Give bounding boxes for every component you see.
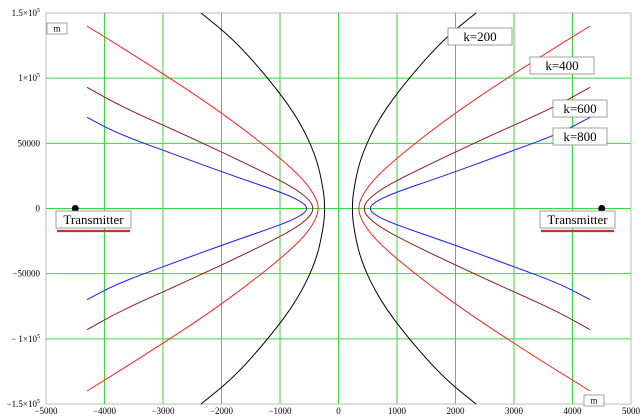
x-unit-label: m <box>590 396 597 406</box>
x-tick-label: 3000 <box>505 406 524 416</box>
y-tick-label: − 1×105 <box>11 334 40 344</box>
tick-labels: −5000 −4000 −3000 −2000 −1000 0 1000 2000 3000 40… <box>7 8 641 416</box>
curve-k200-right <box>351 12 477 405</box>
curve-k400-left <box>86 25 319 392</box>
x-unit-box <box>583 394 605 407</box>
curve-k800-right <box>369 116 591 301</box>
curve-k600-left <box>86 86 314 331</box>
curve-k200-left <box>200 12 326 405</box>
y-tick-label: 1.5×105 <box>12 8 40 18</box>
curve-k400-right <box>358 25 591 392</box>
x-tick-label: 5000 <box>622 406 641 416</box>
legend-k400: k=400 <box>529 56 595 75</box>
label-k600: k=600 <box>563 101 596 116</box>
curve-k800-left <box>86 116 308 301</box>
label-k200: k=200 <box>463 29 496 44</box>
x-tick-label: 1000 <box>388 406 407 416</box>
x-tick-label: −3000 <box>151 406 175 416</box>
curve-k600-right <box>363 86 591 331</box>
x-tick-label: −5000 <box>34 406 58 416</box>
transmitter-left-dot <box>71 205 79 212</box>
legend-k600: k=600 <box>552 99 608 118</box>
x-tick-label: 4000 <box>564 406 583 416</box>
label-k400: k=400 <box>545 58 578 73</box>
y-unit-label: m <box>53 24 60 34</box>
label-k800: k=800 <box>563 129 596 144</box>
legend-k800: k=800 <box>552 127 608 146</box>
x-tick-label: −2000 <box>210 406 234 416</box>
y-tick-label: −50000 <box>12 269 40 279</box>
y-tick-label: 50000 <box>18 138 41 148</box>
transmitter-left-label: Transmitter <box>63 212 124 227</box>
transmitter-right-dot <box>598 205 606 212</box>
x-tick-label: −4000 <box>93 406 117 416</box>
x-tick-label: 0 <box>336 406 341 416</box>
y-tick-label: −1.5×105 <box>7 399 40 409</box>
transmitter-right-label: Transmitter <box>547 212 608 227</box>
legend-k200: k=200 <box>447 27 513 46</box>
curves <box>86 12 591 405</box>
y-tick-label: 0 <box>36 204 41 214</box>
y-unit-box <box>46 22 68 35</box>
transmitter-left: Transmitter <box>55 205 132 233</box>
x-tick-label: 2000 <box>447 406 466 416</box>
x-tick-label: −1000 <box>268 406 292 416</box>
y-tick-label: 1×105 <box>18 73 40 83</box>
transmitter-right: Transmitter <box>539 205 616 233</box>
